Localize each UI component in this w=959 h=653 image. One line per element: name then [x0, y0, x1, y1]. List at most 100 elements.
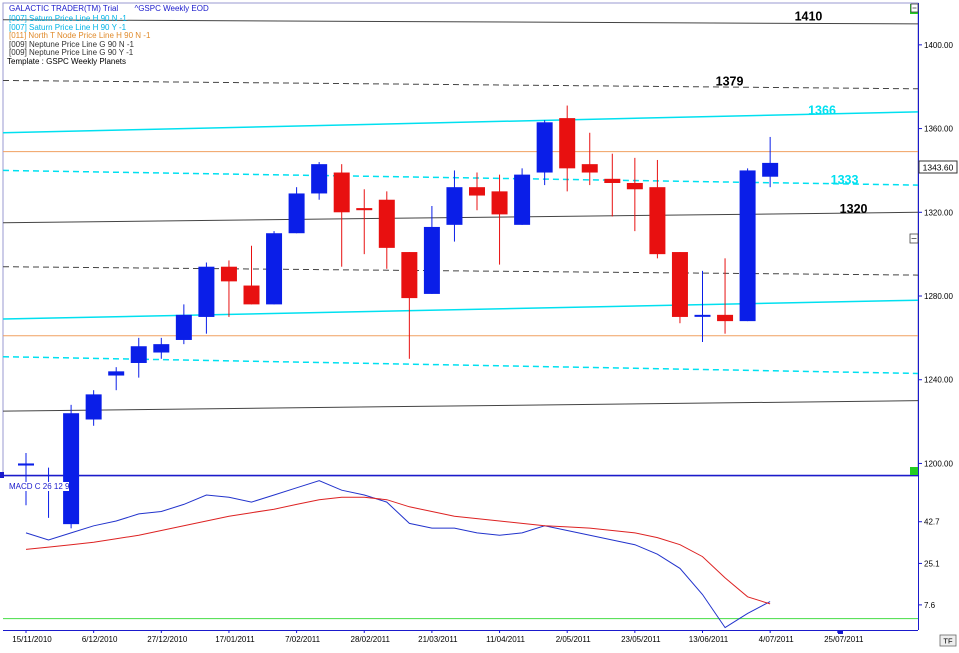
- candle-body: [266, 233, 283, 305]
- scroll-handle[interactable]: [838, 630, 843, 634]
- candle: [311, 162, 328, 200]
- candle-body: [243, 285, 260, 305]
- axis-marker-mid[interactable]: [910, 467, 918, 475]
- candles-layer: [18, 105, 779, 529]
- candle-body: [311, 164, 328, 194]
- macd-label: MACD C 26 12 9: [9, 482, 70, 491]
- macd-line: [25, 480, 771, 629]
- x-tick-label: 25/07/2011: [824, 635, 864, 644]
- candle-body: [536, 122, 553, 173]
- candle-body: [153, 344, 170, 353]
- candle: [220, 260, 237, 317]
- candle: [153, 337, 170, 359]
- candle: [18, 452, 34, 506]
- legend-item: [009] Neptune Price Line G 90 Y -1: [9, 48, 134, 58]
- axis-marker-left[interactable]: [0, 472, 4, 478]
- y-tick-label: 1400.00: [924, 41, 953, 50]
- candle: [288, 187, 305, 234]
- macd-tick-label: 7.6: [924, 601, 936, 610]
- candle-body: [333, 172, 350, 213]
- y-tick-label: 1240.00: [924, 376, 953, 385]
- saturn-price-line: [2, 169, 919, 186]
- candle: [356, 189, 373, 255]
- x-tick-label: 7/02/2011: [285, 635, 321, 644]
- candle-body: [220, 266, 237, 282]
- candle-body: [739, 170, 756, 322]
- candle: [108, 367, 125, 391]
- candle-body: [604, 178, 621, 183]
- tf-button[interactable]: TF: [939, 634, 957, 647]
- candle-body: [63, 413, 80, 525]
- candle-body: [559, 118, 576, 169]
- neptune-price-line: [2, 79, 919, 90]
- candle: [63, 404, 80, 529]
- level-annotation: 1379: [716, 74, 744, 88]
- candle: [717, 258, 734, 334]
- x-tick-label: 13/06/2011: [689, 635, 729, 644]
- saturn-price-line: [2, 355, 919, 375]
- candle-body: [649, 187, 666, 255]
- x-tick-label: 2/05/2011: [556, 635, 592, 644]
- signal-line: [25, 496, 771, 605]
- candle-body: [626, 182, 643, 190]
- neptune-price-line: [2, 266, 919, 276]
- level-annotation: 1333: [831, 173, 859, 187]
- y-tick-label: 1320.00: [924, 208, 953, 217]
- price-panel-frame: [2, 2, 919, 477]
- legend-item: [011] North T Node Price Line H 90 N -1: [9, 31, 151, 41]
- candle: [694, 270, 711, 343]
- macd-layer: [3, 480, 918, 629]
- candle: [559, 105, 576, 192]
- neptune-price-line: [2, 19, 919, 25]
- candle: [469, 172, 485, 211]
- candle: [604, 153, 621, 217]
- x-tick-label: 21/03/2011: [418, 635, 458, 644]
- x-tick-label: 27/12/2010: [147, 635, 188, 644]
- candle: [401, 252, 418, 359]
- candle: [85, 390, 102, 426]
- candle: [333, 164, 350, 267]
- candle-body: [130, 346, 147, 363]
- tf-label: TF: [943, 637, 953, 646]
- candle: [491, 174, 508, 265]
- candle: [446, 170, 463, 242]
- last-price-label: 1343.60: [923, 163, 954, 173]
- legend-item: [007] Saturn Price Line H 90 N -1: [9, 14, 127, 23]
- symbol-label: ^GSPC Weekly EOD: [134, 4, 209, 13]
- legend-item: [009] Neptune Price Line G 90 N -1: [9, 39, 134, 49]
- x-tick-label: 6/12/2010: [82, 635, 118, 644]
- top-scale-button[interactable]: [910, 3, 919, 13]
- macd-tick-label: 25.1: [924, 559, 940, 568]
- candle: [626, 157, 643, 232]
- x-tick-label: 17/01/2011: [215, 635, 255, 644]
- candle: [514, 168, 531, 225]
- x-axis-ticks: 15/11/2010 6/12/2010 27/12/2010 17/01/2011 7…: [12, 630, 864, 644]
- level-annotation: 1410: [795, 10, 823, 24]
- candle-body: [469, 187, 485, 196]
- macd-tick-label: 42.7: [924, 518, 940, 527]
- candle-body: [446, 187, 463, 225]
- last-price-box: [918, 160, 958, 174]
- candle-body: [671, 252, 688, 317]
- x-tick-label: 23/05/2011: [621, 635, 661, 644]
- candle-body: [18, 463, 34, 466]
- candle-body: [514, 174, 531, 225]
- candle-body: [378, 199, 395, 248]
- x-tick-label: 11/04/2011: [486, 635, 525, 644]
- candle: [243, 245, 260, 305]
- candle: [649, 159, 666, 259]
- level-annotation: 1366: [808, 104, 836, 118]
- legend-item: [007] Saturn Price Line H 90 Y -1: [9, 22, 127, 32]
- candle-body: [401, 252, 418, 299]
- price-lines-layer: [2, 19, 919, 412]
- x-tick-label: 28/02/2011: [351, 635, 391, 644]
- candle: [581, 132, 598, 186]
- candle-body: [175, 314, 192, 340]
- mid-scale-button[interactable]: [909, 233, 919, 244]
- y-tick-label: 1200.00: [924, 459, 953, 468]
- candle: [671, 252, 688, 324]
- candle-body: [288, 193, 305, 234]
- saturn-price-line: [2, 299, 919, 320]
